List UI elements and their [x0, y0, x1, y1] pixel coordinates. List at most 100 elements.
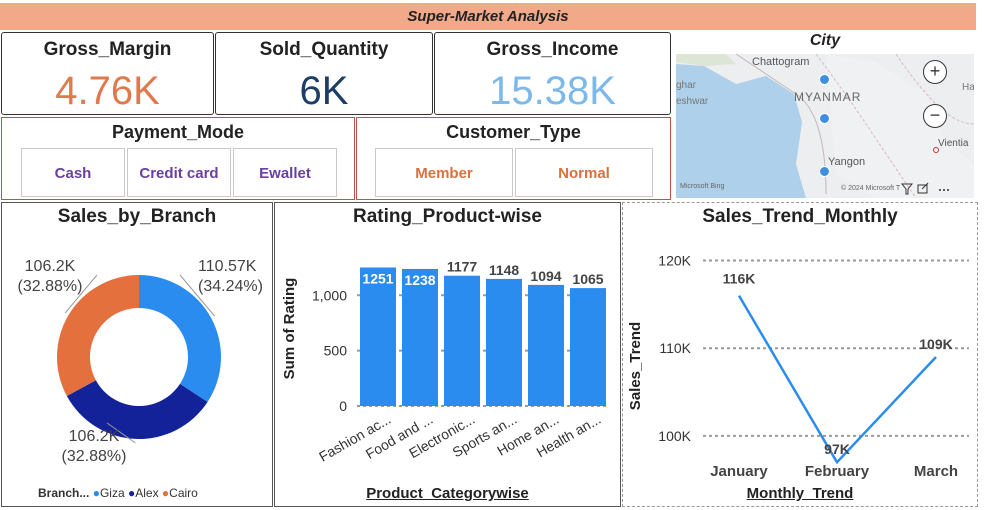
more-options-icon — [947, 189, 949, 191]
bar[interactable] — [570, 288, 606, 406]
bar[interactable] — [360, 267, 396, 406]
bar[interactable] — [486, 278, 522, 406]
more-options-icon — [939, 189, 941, 191]
legend-item-alex[interactable]: Alex — [135, 486, 159, 500]
data-label: 97K — [824, 441, 850, 457]
donut-chart: 110.57K (34.24%) 106.2K (32.88%) 106.2K (32.8… — [18, 258, 263, 465]
data-label: 1177 — [447, 259, 478, 275]
data-label-value: 110.57K — [198, 258, 257, 275]
kpi-value: 15.38K — [489, 69, 616, 113]
focus-arrow-icon — [921, 182, 929, 190]
bar[interactable] — [402, 268, 438, 406]
payment-option-credit-card[interactable]: Credit card — [127, 148, 231, 197]
city-map-visual: City Chattogram MYANMAR Yangon ghar eshw… — [672, 32, 978, 200]
kpi-card-gross-margin: Gross_Margin 4.76K — [1, 32, 214, 115]
map-label: Vientia — [938, 138, 969, 149]
donut-slice-cairo[interactable] — [56, 275, 139, 396]
chart-title: Sales_by_Branch — [57, 206, 217, 227]
map-label: eshwar — [676, 96, 709, 107]
leader-line — [106, 422, 136, 444]
x-tick-label: February — [805, 463, 870, 480]
kpi-card-gross-income: Gross_Income 15.38K — [434, 32, 671, 115]
y-tick-label: 100K — [658, 428, 691, 444]
data-label: 1238 — [404, 272, 435, 288]
data-label: 1148 — [489, 262, 520, 278]
y-tick-label: 0 — [339, 398, 347, 414]
legend-item-giza[interactable]: Giza — [99, 486, 125, 500]
leader-line — [179, 274, 216, 317]
map-toolbar — [900, 182, 949, 195]
y-tick-label: 1,000 — [312, 287, 347, 303]
kpi-title: Gross_Income — [486, 39, 619, 60]
x-axis-title: Product_Categorywise — [366, 485, 529, 502]
more-options-icon — [943, 189, 945, 191]
customer-option-normal[interactable]: Normal — [515, 148, 653, 197]
bar[interactable] — [528, 284, 564, 406]
customer-option-member[interactable]: Member — [375, 148, 513, 197]
report-title: Super-Market Analysis — [0, 3, 976, 30]
y-tick-label: 500 — [324, 343, 348, 359]
kpi-title: Sold_Quantity — [259, 39, 389, 60]
y-tick-label: 120K — [658, 253, 691, 269]
legend-swatch-icon: ● — [127, 486, 136, 500]
map-label: MYANMAR — [794, 90, 862, 104]
payment-mode-slicer: Payment_Mode Cash Credit card Ewallet — [1, 117, 355, 200]
map-attribution: © 2024 Microsoft T — [841, 185, 901, 192]
kpi-value: 4.76K — [55, 69, 160, 113]
data-label-value: 106.2K — [25, 258, 76, 275]
kpi-card-sold-quantity: Sold_Quantity 6K — [215, 32, 433, 115]
data-label-value: 106.2K — [69, 428, 120, 445]
city-marker[interactable] — [819, 74, 830, 85]
leader-line — [64, 274, 98, 314]
map-label: ghar — [676, 80, 697, 91]
map-title: City — [809, 32, 841, 49]
data-label-percent: (32.88%) — [18, 278, 83, 295]
zoom-in-button[interactable]: + — [923, 60, 947, 84]
chart-title: Sales_Trend_Monthly — [702, 206, 898, 227]
slicer-title: Payment_Mode — [111, 122, 245, 142]
legend-title: Branch... — [38, 486, 90, 500]
rating-product-panel: Rating_Product-wise 0 500 1,000 Sum of Rati… — [274, 202, 621, 507]
donut-slice-alex[interactable] — [66, 380, 208, 439]
sales-by-branch-panel: Sales_by_Branch 110.57K (34.24%) 106.2K (32… — [1, 202, 273, 507]
data-label: 109K — [919, 336, 952, 352]
kpi-title: Gross_Margin — [43, 39, 172, 60]
data-label-percent: (32.88%) — [62, 448, 127, 465]
bar[interactable] — [444, 275, 480, 406]
sales-trend-panel: Sales_Trend_Monthly 100K 110K 120K Sales_Tr… — [622, 202, 978, 507]
data-label: 1094 — [530, 268, 561, 284]
city-marker[interactable] — [819, 113, 830, 124]
zoom-out-button[interactable]: − — [923, 104, 947, 128]
map-label: Yangon — [828, 156, 866, 168]
legend-item-cairo[interactable]: Cairo — [169, 486, 198, 500]
x-tick-label: January — [710, 463, 768, 480]
city-marker[interactable] — [819, 166, 830, 177]
line-chart: 100K 110K 120K Sales_Trend 116K 97K 109K Januar… — [627, 253, 969, 480]
payment-option-ewallet[interactable]: Ewallet — [233, 148, 337, 197]
x-axis-title: Monthly_Trend — [746, 485, 854, 502]
data-label: 116K — [723, 271, 756, 287]
chart-title: Rating_Product-wise — [353, 206, 542, 227]
capital-marker — [933, 147, 939, 153]
payment-option-cash[interactable]: Cash — [21, 148, 125, 197]
slicer-title: Customer_Type — [446, 122, 581, 142]
filter-icon — [900, 183, 914, 195]
data-label-percent: (34.24%) — [198, 278, 263, 295]
y-tick-label: 110K — [659, 340, 691, 356]
map-label: Chattogram — [752, 56, 810, 68]
donut-legend: Branch... ●Giza ●Alex ●Cairo — [38, 486, 198, 500]
data-label: 1065 — [572, 271, 603, 287]
donut-slice-giza[interactable] — [139, 275, 221, 402]
map-label: Ha — [962, 82, 974, 93]
map-canvas[interactable]: Chattogram MYANMAR Yangon ghar eshwar Ha… — [676, 54, 974, 198]
y-axis-title: Sales_Trend — [627, 322, 644, 410]
customer-type-slicer: Customer_Type Member Normal — [356, 117, 671, 200]
legend-swatch-icon: ● — [161, 486, 170, 500]
focus-mode-icon — [917, 184, 928, 194]
bing-logo: Microsoft Bing — [680, 183, 725, 190]
kpi-value: 6K — [299, 69, 349, 113]
x-tick-label: March — [914, 463, 958, 480]
series-line[interactable] — [737, 294, 937, 465]
y-axis-title: Sum of Rating — [281, 278, 298, 380]
